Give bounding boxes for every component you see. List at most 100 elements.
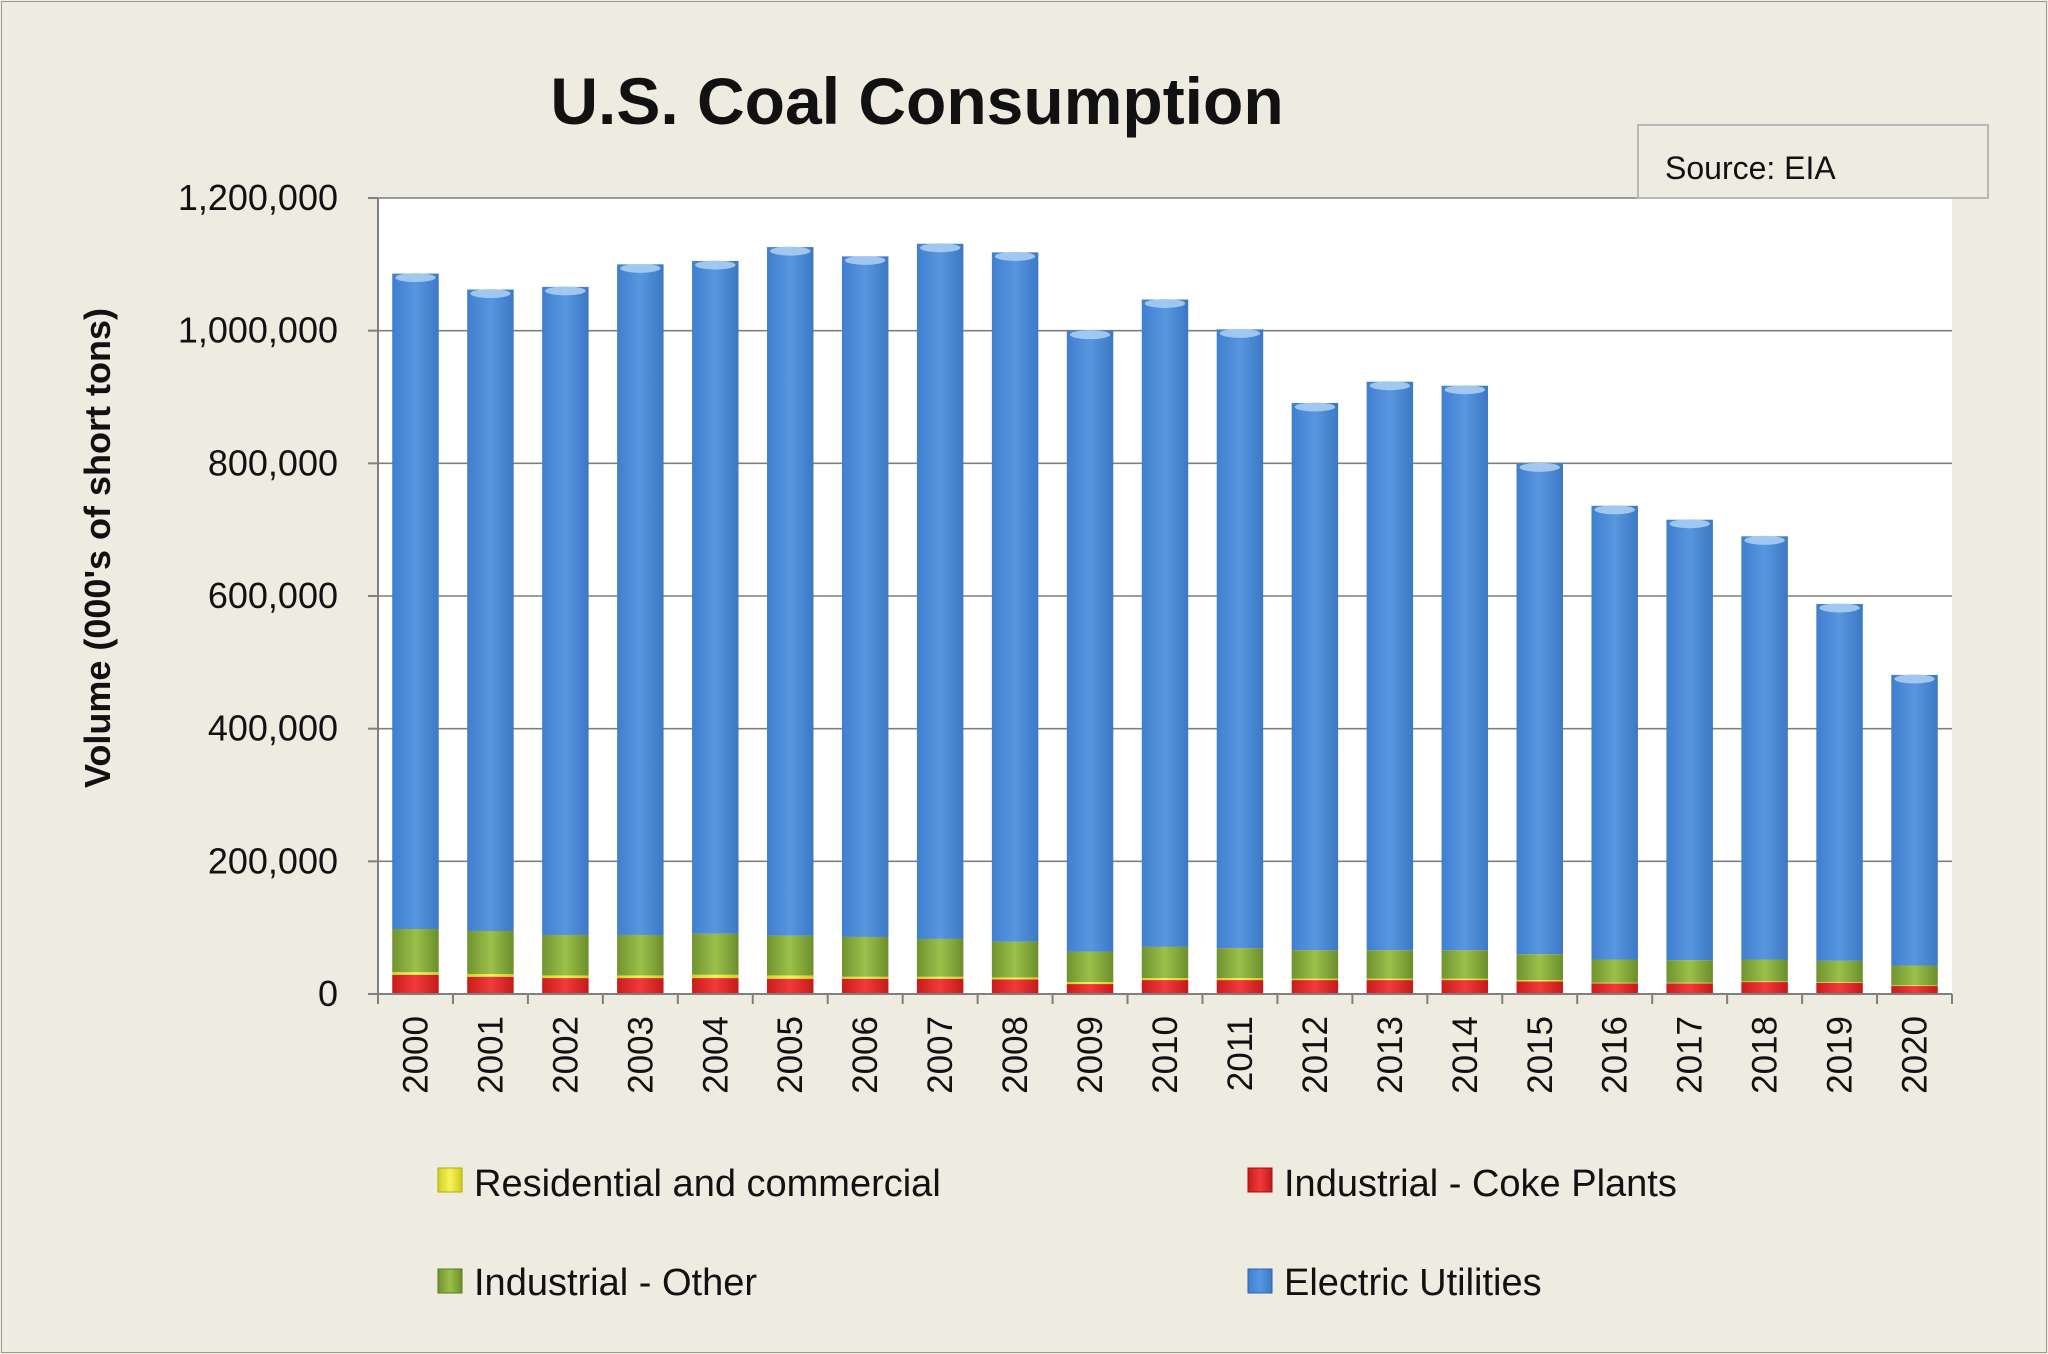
y-tick-label: 600,000 — [208, 575, 338, 616]
x-tick-label-2020: 2020 — [1896, 1016, 1935, 1094]
bar-top-highlight — [395, 273, 436, 283]
x-tick-label-2007: 2007 — [921, 1016, 960, 1094]
bar-top-highlight — [844, 255, 886, 265]
bar-stack-2001 — [467, 289, 514, 994]
bar-industrial-other-2020 — [1891, 965, 1938, 986]
bar-top-highlight — [1744, 535, 1785, 545]
bar-industrial-other-2007 — [916, 938, 964, 977]
bar-electric-utilities-2006 — [841, 256, 889, 937]
x-tick-label-2010: 2010 — [1146, 1016, 1185, 1094]
legend-item-coke-plants: Industrial - Coke Plants — [1247, 1163, 1677, 1205]
bar-industrial-coke-plants-2014 — [1441, 980, 1489, 994]
bar-industrial-other-2010 — [1141, 946, 1189, 979]
x-tick-label-2005: 2005 — [771, 1016, 810, 1094]
bar-industrial-coke-plants-2017 — [1666, 983, 1713, 994]
legend-item-residential: Residential and commercial — [437, 1163, 941, 1205]
bar-electric-utilities-2002 — [542, 286, 589, 935]
bar-top-highlight — [1819, 603, 1860, 613]
bar-residential-and-commercial-2006 — [841, 976, 889, 979]
bar-stack-2018 — [1741, 535, 1788, 994]
bar-stack-2010 — [1141, 298, 1189, 994]
bar-electric-utilities-2014 — [1441, 385, 1489, 951]
bar-industrial-coke-plants-2002 — [542, 978, 589, 994]
bar-industrial-coke-plants-2016 — [1591, 983, 1638, 994]
bar-industrial-other-2003 — [617, 934, 664, 976]
x-tick-label-2014: 2014 — [1446, 1016, 1485, 1094]
x-tick-label-2017: 2017 — [1671, 1016, 1710, 1094]
bar-top-highlight — [770, 246, 811, 256]
y-tick-label: 200,000 — [208, 840, 338, 881]
legend-swatch-electric-utilities — [1247, 1268, 1273, 1294]
bar-residential-and-commercial-2011 — [1216, 978, 1264, 981]
bar-electric-utilities-2019 — [1816, 603, 1863, 961]
legend-swatch-coke-plants — [1247, 1167, 1273, 1193]
bar-top-highlight — [1219, 328, 1261, 338]
legend-item-electric-utilities: Electric Utilities — [1247, 1262, 1542, 1304]
bar-industrial-other-2000 — [392, 928, 439, 973]
chart-title: U.S. Coal Consumption — [550, 64, 1283, 138]
bar-industrial-coke-plants-2010 — [1141, 980, 1189, 994]
bar-stack-2006 — [841, 255, 889, 994]
bar-top-highlight — [919, 243, 961, 253]
x-tick-label-2000: 2000 — [396, 1016, 435, 1094]
bar-top-highlight — [545, 286, 586, 296]
bar-electric-utilities-2012 — [1291, 402, 1339, 951]
bar-industrial-other-2014 — [1441, 950, 1489, 979]
bar-electric-utilities-2016 — [1591, 505, 1638, 960]
bar-electric-utilities-2018 — [1741, 536, 1788, 960]
bar-electric-utilities-2004 — [692, 261, 739, 934]
bar-industrial-other-2018 — [1741, 959, 1788, 982]
legend-swatch-residential — [437, 1167, 463, 1193]
legend: Residential and commercial Industrial - … — [437, 1163, 1677, 1304]
y-tick-label: 1,200,000 — [178, 177, 338, 218]
bar-residential-and-commercial-2015 — [1516, 980, 1563, 982]
bar-electric-utilities-2007 — [916, 243, 964, 939]
bar-stack-2012 — [1291, 402, 1339, 994]
bar-stack-2009 — [1066, 330, 1114, 994]
bar-electric-utilities-2008 — [991, 252, 1039, 942]
x-tick-label-2019: 2019 — [1821, 1016, 1860, 1094]
bar-top-highlight — [1894, 674, 1935, 684]
bar-industrial-coke-plants-2012 — [1291, 980, 1339, 994]
source-box — [1637, 124, 1989, 199]
y-tick-label: 0 — [318, 973, 338, 1014]
bar-residential-and-commercial-2001 — [467, 974, 514, 977]
bar-top-highlight — [1069, 330, 1111, 340]
y-axis-ticks: 0 200,000 400,000 600,000 800,000 1,000,000 1,… — [178, 177, 378, 1014]
bar-residential-and-commercial-2004 — [692, 974, 739, 979]
bar-stack-2004 — [692, 260, 739, 994]
bar-stack-2015 — [1516, 462, 1563, 994]
bar-industrial-coke-plants-2004 — [692, 978, 739, 994]
bar-stack-2019 — [1816, 603, 1863, 994]
bar-industrial-other-2005 — [767, 935, 814, 976]
bar-residential-and-commercial-2007 — [916, 976, 964, 979]
bar-top-highlight — [620, 263, 661, 273]
x-tick-label-2013: 2013 — [1371, 1016, 1410, 1094]
x-tick-label-2016: 2016 — [1596, 1016, 1635, 1094]
bar-industrial-coke-plants-2001 — [467, 976, 514, 994]
bar-industrial-other-2011 — [1216, 948, 1264, 979]
bar-industrial-coke-plants-2006 — [841, 978, 889, 994]
bar-industrial-other-2016 — [1591, 959, 1638, 983]
bar-top-highlight — [1369, 381, 1411, 391]
bar-residential-and-commercial-2018 — [1741, 981, 1788, 983]
bar-industrial-other-2001 — [467, 930, 514, 975]
bar-top-highlight — [1294, 402, 1336, 412]
bar-industrial-other-2013 — [1366, 950, 1414, 979]
x-tick-label-2012: 2012 — [1296, 1016, 1335, 1094]
bar-stack-2008 — [991, 251, 1039, 994]
bar-electric-utilities-2020 — [1891, 674, 1938, 966]
legend-swatch-industrial-other — [437, 1268, 463, 1294]
bar-stack-2007 — [916, 243, 964, 994]
bar-industrial-other-2015 — [1516, 954, 1563, 981]
bar-stack-2016 — [1591, 505, 1638, 994]
bar-industrial-other-2019 — [1816, 960, 1863, 983]
bar-electric-utilities-2009 — [1066, 330, 1114, 952]
x-tick-label-2001: 2001 — [471, 1016, 510, 1094]
bar-industrial-coke-plants-2009 — [1066, 984, 1114, 994]
bar-electric-utilities-2000 — [392, 273, 439, 929]
bar-industrial-coke-plants-2011 — [1216, 980, 1264, 994]
x-axis-ticks: 2000 2001 2002 2003 2004 2005 2006 2007 2008 2009… — [377, 994, 1953, 1094]
bar-industrial-coke-plants-2019 — [1816, 982, 1863, 994]
